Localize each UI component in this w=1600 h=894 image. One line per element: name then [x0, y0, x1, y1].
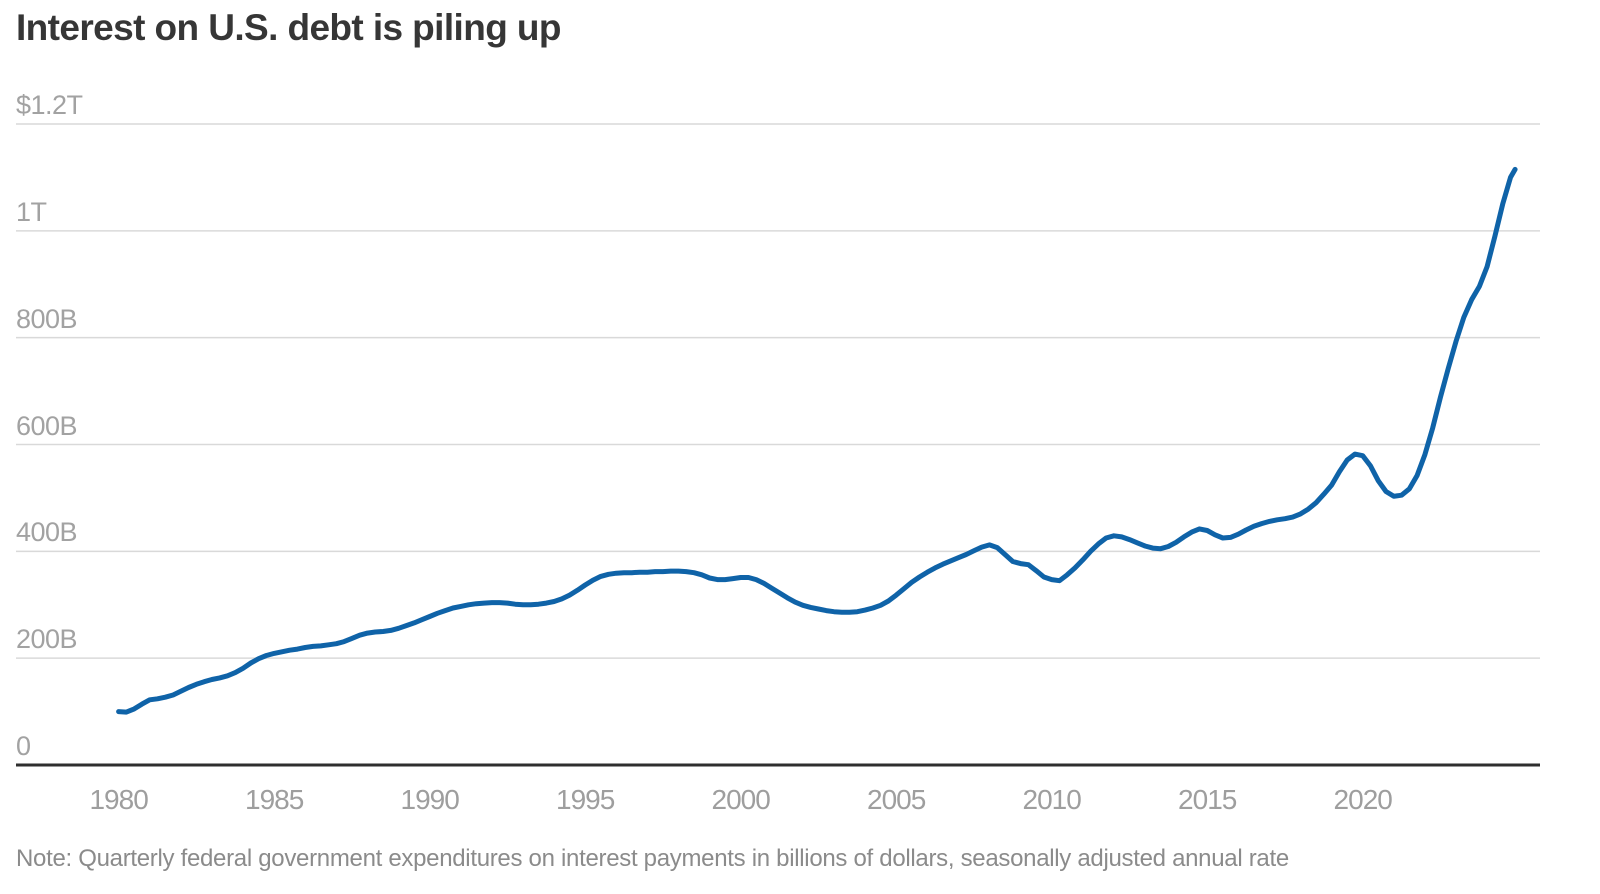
x-axis-tick-label: 2000: [711, 784, 771, 815]
chart-title: Interest on U.S. debt is piling up: [16, 7, 562, 48]
interest-payments-line: [116, 166, 1518, 715]
x-axis-tick-label: 2010: [1022, 784, 1082, 815]
x-axis-tick-label: 1980: [89, 784, 148, 815]
x-axis-tick-label: 1985: [244, 784, 304, 815]
x-axis-tick-label: 1990: [400, 784, 460, 815]
x-axis-tick-label: 2020: [1333, 784, 1393, 815]
chart-note: Note: Quarterly federal government expen…: [16, 845, 1289, 872]
y-axis-tick-label: 200B: [16, 624, 78, 655]
y-axis-tick-label: 800B: [16, 303, 78, 334]
x-axis-tick-label: 2005: [867, 784, 926, 815]
y-axis-tick-label: 1T: [16, 196, 47, 227]
x-axis-tick-label: 1995: [556, 784, 615, 815]
y-axis-tick-label: $1.2T: [16, 90, 83, 120]
x-axis-tick-label: 2015: [1178, 784, 1237, 815]
y-axis-tick-label: 0: [16, 731, 31, 761]
y-axis-tick-label: 400B: [16, 517, 78, 548]
y-axis-tick-label: 600B: [16, 410, 78, 441]
